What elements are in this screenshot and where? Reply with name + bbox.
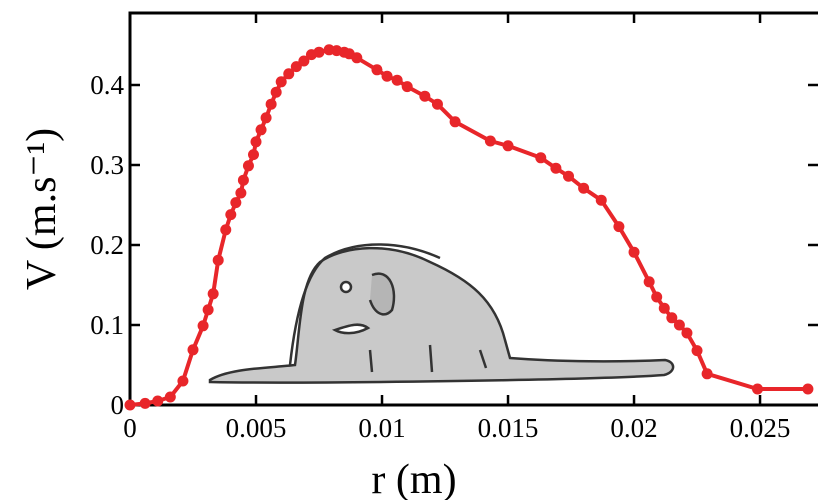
data-point [187,344,199,356]
x-tick-label: 0.015 [478,413,539,443]
x-tick-label: 0.025 [730,413,791,443]
y-tick-label: 0.2 [90,230,124,260]
y-tick-label: 0.3 [90,150,124,180]
x-tick-label: 0.01 [358,413,405,443]
data-point [431,98,443,110]
data-point [313,46,325,58]
data-point [449,116,461,128]
data-point [752,383,764,395]
data-point [255,124,267,136]
data-point [124,399,136,411]
data-point [247,149,259,161]
data-point [351,52,363,64]
data-point [658,302,670,314]
data-point [381,70,393,82]
data-point [681,327,693,339]
data-point [691,345,703,357]
data-point [225,209,237,221]
data-point [595,194,607,206]
data-point [419,90,431,102]
data-point [235,187,247,199]
x-axis-label: r (m) [371,457,456,500]
data-point [270,86,282,98]
data-point [391,74,403,86]
data-point [237,174,249,186]
x-tick-label: 0 [123,413,137,443]
x-tick-label: 0.02 [610,413,657,443]
data-point [802,383,814,395]
data-point [535,152,547,164]
data-point [651,291,663,303]
data-point [250,136,262,148]
data-point [260,112,272,124]
data-point [643,276,655,288]
data-point [298,55,310,67]
x-tick-label: 0.005 [226,413,287,443]
data-point [563,170,575,182]
data-point [212,254,224,266]
data-point [220,224,232,236]
y-tick-label: 0 [111,390,125,420]
data-point [666,312,678,324]
data-point [628,246,640,258]
data-point [550,162,562,174]
data-point [265,98,277,110]
data-point [578,182,590,194]
data-point [275,76,287,88]
data-point [152,395,164,407]
data-point [673,319,685,331]
plot-frame [128,11,818,407]
data-point [139,397,151,409]
y-axis-label: V (m.s⁻¹) [19,128,65,290]
data-point [197,320,209,332]
data-point [701,368,713,380]
data-point [202,304,214,316]
data-point [283,68,295,80]
elephant-drawing [208,243,675,384]
data-point [207,288,219,300]
y-tick-label: 0.4 [90,70,124,100]
data-point [371,64,383,76]
data-point [484,135,496,147]
data-point [613,221,625,233]
data-point [164,391,176,403]
data-point [401,81,413,93]
data-point [502,140,514,152]
y-tick-label: 0.1 [90,310,124,340]
data-point [177,375,189,387]
data-point [230,197,242,209]
data-point [242,160,254,172]
data-point [290,61,302,73]
